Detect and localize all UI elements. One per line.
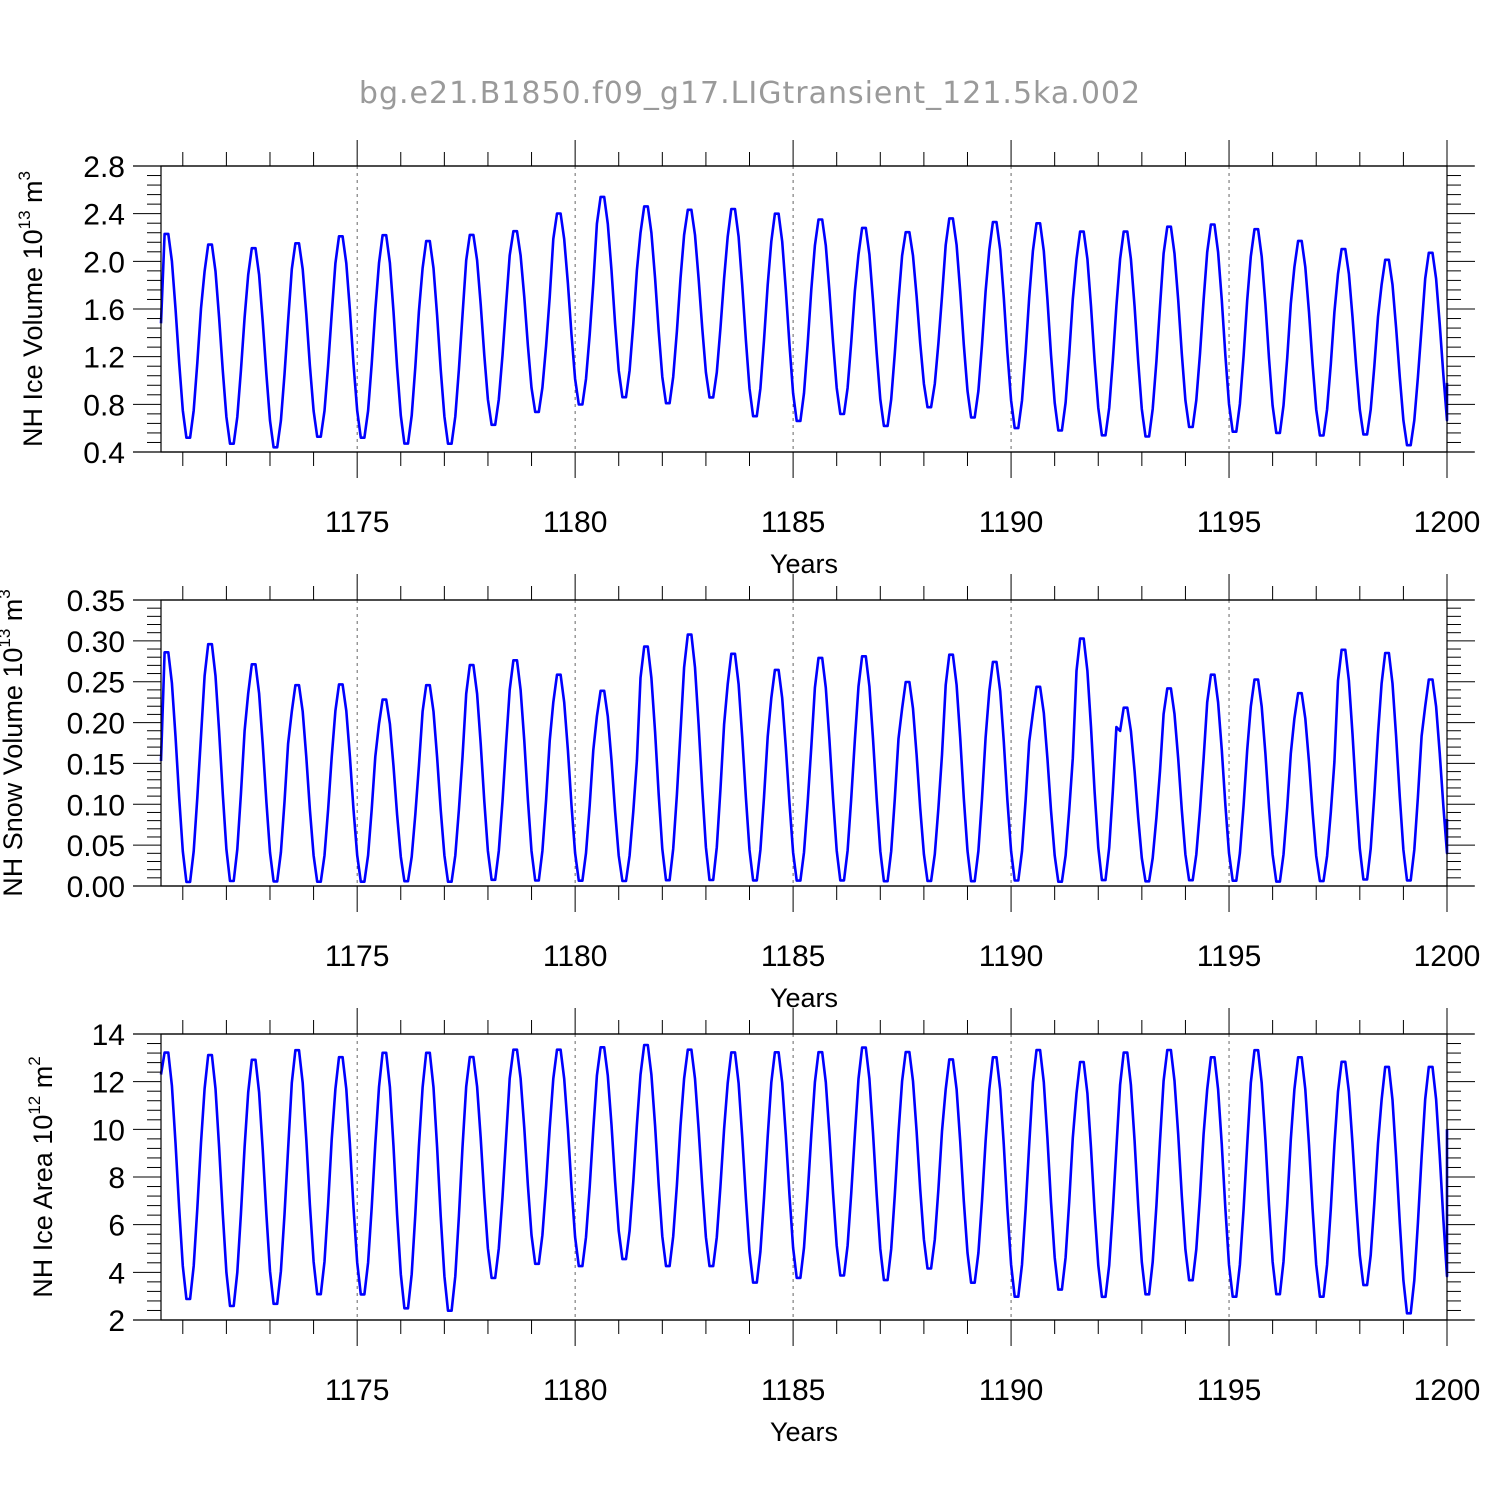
x-axis-label: Years [770, 549, 838, 579]
x-axis-label: Years [770, 1417, 838, 1447]
y-axis-label: NH Snow Volume 1013 m3 [0, 589, 28, 897]
x-tick-label: 1180 [543, 1374, 608, 1407]
x-tick-label: 1200 [1414, 1374, 1481, 1407]
x-tick-label: 1195 [1197, 1374, 1262, 1407]
y-tick-label: 0.00 [67, 871, 125, 904]
x-tick-label: 1190 [979, 506, 1044, 539]
y-tick-label: 0.20 [67, 708, 125, 741]
y-tick-label: 2.0 [83, 246, 125, 279]
y-tick-label: 1.2 [83, 342, 125, 375]
panel-snow-volume: 1175 1180 1185 1190 1195 1200 Years 0.00 0.05 0.1… [0, 574, 1480, 1013]
y-axis-label: NH Ice Volume 1013 m3 [15, 171, 48, 447]
y-tick-label: 0.8 [83, 389, 125, 422]
y-tick-label: 0.10 [67, 789, 125, 822]
x-tick-label: 1195 [1197, 940, 1262, 973]
x-tick-label: 1180 [543, 506, 608, 539]
x-tick-label: 1175 [325, 940, 390, 973]
x-tick-label: 1195 [1197, 506, 1262, 539]
plot-frame [160, 165, 1448, 453]
panel-ice-area: 1175 1180 1185 1190 1195 1200 Years 2 4 6 8 10 12 14 N… [25, 1008, 1480, 1447]
y-tick-label: 14 [92, 1019, 125, 1052]
x-tick-label: 1185 [761, 506, 826, 539]
plot-frame [160, 1033, 1448, 1321]
panel-ice-volume: 1175 1180 1185 1190 1195 1200 Years 0.4 0.8 1.2 1.… [15, 140, 1480, 579]
x-tick-label: 1200 [1414, 940, 1481, 973]
y-tick-label: 0.05 [67, 830, 125, 863]
x-tick-label: 1190 [979, 1374, 1044, 1407]
x-tick-label: 1175 [325, 506, 390, 539]
y-tick-label: 2 [108, 1305, 125, 1338]
y-tick-label: 12 [92, 1067, 125, 1100]
y-tick-label: 6 [108, 1210, 125, 1243]
y-tick-label: 10 [92, 1114, 125, 1147]
y-tick-label: 2.8 [83, 151, 125, 184]
figure-title: bg.e21.B1850.f09_g17.LIGtransient_121.5k… [359, 76, 1141, 111]
y-tick-label: 0.25 [67, 667, 125, 700]
series-line [159, 195, 1449, 449]
series-line [159, 633, 1449, 884]
x-axis-label: Years [770, 983, 838, 1013]
y-tick-label: 0.30 [67, 626, 125, 659]
y-tick-label: 0.35 [67, 585, 125, 618]
y-tick-label: 0.4 [83, 437, 125, 470]
x-tick-label: 1185 [761, 940, 826, 973]
y-tick-label: 0.15 [67, 748, 125, 781]
y-tick-label: 8 [108, 1162, 125, 1195]
y-tick-label: 4 [108, 1257, 125, 1290]
x-tick-label: 1200 [1414, 506, 1481, 539]
series-line [159, 1043, 1449, 1315]
x-tick-label: 1185 [761, 1374, 826, 1407]
x-tick-label: 1190 [979, 940, 1044, 973]
y-tick-label: 1.6 [83, 294, 125, 327]
y-axis-label: NH Ice Area 1012 m2 [25, 1056, 58, 1297]
y-tick-label: 2.4 [83, 199, 125, 232]
x-tick-label: 1175 [325, 1374, 390, 1407]
x-tick-label: 1180 [543, 940, 608, 973]
